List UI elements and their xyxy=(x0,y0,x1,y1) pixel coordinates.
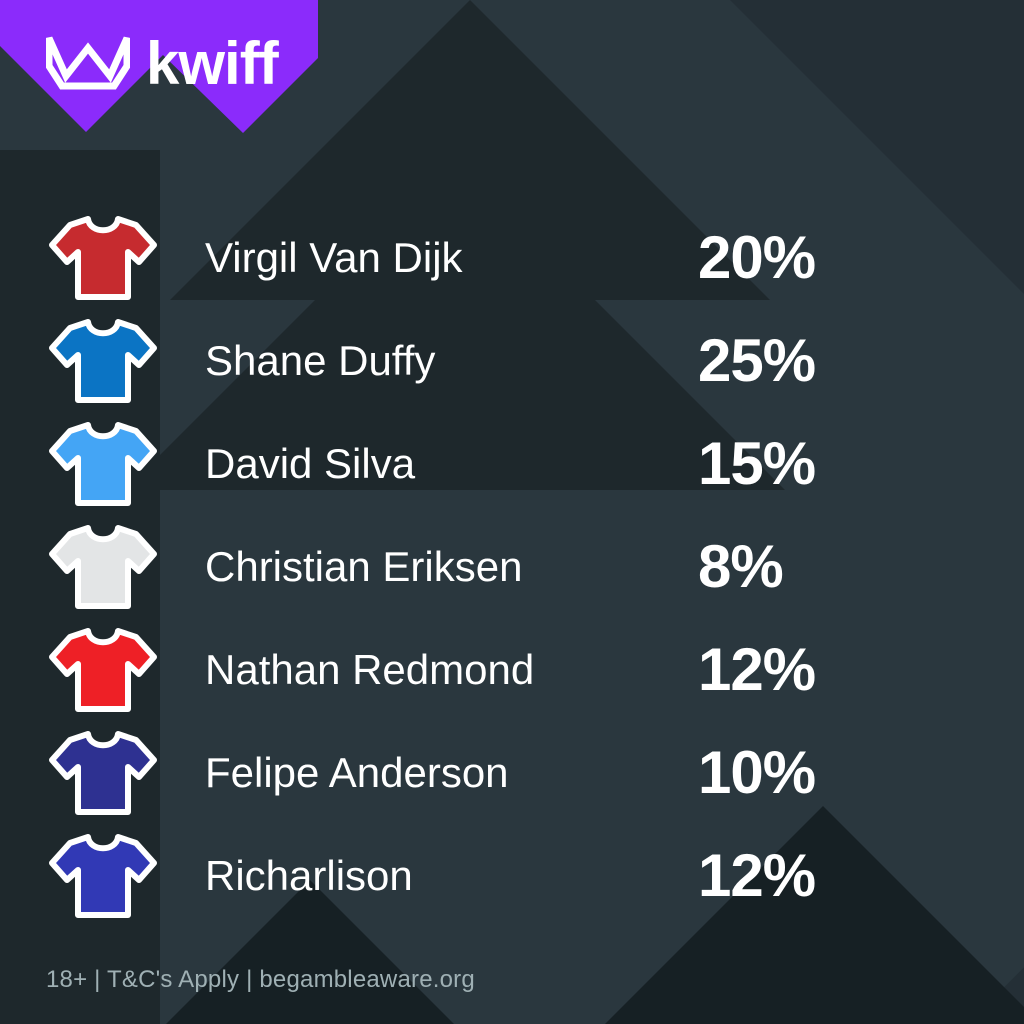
brand-logo[interactable]: kwiff xyxy=(46,30,279,97)
kit-cell xyxy=(0,212,205,304)
kit-cell xyxy=(0,624,205,716)
player-percentage: 20% xyxy=(698,224,816,291)
football-jersey-icon xyxy=(48,215,157,300)
football-jersey-icon xyxy=(48,524,157,609)
player-percentage: 12% xyxy=(698,842,816,909)
list-item[interactable]: Shane Duffy 25% xyxy=(0,309,1024,412)
list-item[interactable]: Felipe Anderson 10% xyxy=(0,721,1024,824)
football-jersey-icon xyxy=(48,730,157,815)
kit-cell xyxy=(0,521,205,613)
football-jersey-icon xyxy=(48,833,157,918)
list-item[interactable]: Virgil Van Dijk 20% xyxy=(0,206,1024,309)
player-name: Virgil Van Dijk xyxy=(205,233,463,281)
list-item[interactable]: Richarlison 12% xyxy=(0,824,1024,927)
player-percentage: 12% xyxy=(698,636,816,703)
player-percentage: 25% xyxy=(698,327,816,394)
player-name: Nathan Redmond xyxy=(205,645,535,693)
kit-cell xyxy=(0,315,205,407)
brand-badge-shape xyxy=(0,0,318,133)
list-item[interactable]: Christian Eriksen 8% xyxy=(0,515,1024,618)
player-percentage: 10% xyxy=(698,739,816,806)
crown-icon xyxy=(46,36,130,90)
player-percentage: 8% xyxy=(698,533,784,600)
compliance-footer[interactable]: 18+ | T&C's Apply | begambleaware.org xyxy=(46,966,475,993)
football-jersey-icon xyxy=(48,421,157,506)
kit-cell xyxy=(0,830,205,922)
player-percentage: 15% xyxy=(698,430,816,497)
player-list: Virgil Van Dijk 20% Shane Duffy 25% Davi… xyxy=(0,206,1024,927)
football-jersey-icon xyxy=(48,318,157,403)
mid-dark-chevron-shape xyxy=(125,160,785,490)
football-jersey-icon xyxy=(48,627,157,712)
kit-cell xyxy=(0,418,205,510)
brand-name: kwiff xyxy=(146,30,279,97)
list-item[interactable]: Nathan Redmond 12% xyxy=(0,618,1024,721)
list-item[interactable]: David Silva 15% xyxy=(0,412,1024,515)
player-name: Christian Eriksen xyxy=(205,542,523,590)
player-name: David Silva xyxy=(205,439,416,487)
player-name: Shane Duffy xyxy=(205,336,436,384)
kit-cell xyxy=(0,727,205,819)
brand-badge xyxy=(0,0,318,198)
bottom-right-chevron-shape xyxy=(583,806,1024,1024)
player-name: Richarlison xyxy=(205,851,413,899)
player-name: Felipe Anderson xyxy=(205,748,509,796)
